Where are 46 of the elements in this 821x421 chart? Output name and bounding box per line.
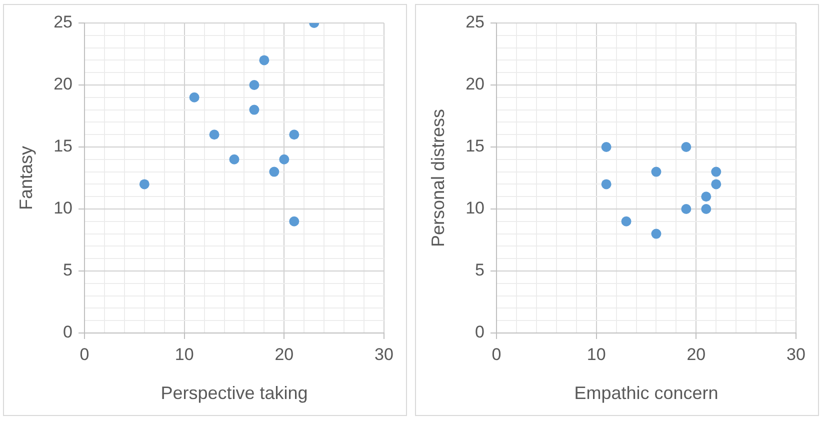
point (711, 166, 722, 177)
point (601, 142, 612, 152)
point (289, 130, 300, 140)
y-tick-label: 10 (466, 198, 485, 218)
point (249, 80, 260, 90)
y-tick-label: 10 (54, 198, 73, 218)
y-tick-label: 5 (63, 260, 73, 280)
x-tick-label: 30 (374, 344, 394, 364)
y-axis-title: Fantasy (16, 146, 36, 210)
y-tick-label: 0 (63, 322, 73, 342)
point (681, 204, 692, 214)
y-axis-title: Personal distress (428, 108, 448, 248)
x-axis-title: Empathic concern (574, 383, 718, 404)
point (209, 130, 220, 140)
point (249, 104, 260, 115)
y-tick-label: 15 (466, 136, 485, 156)
point (651, 228, 662, 239)
y-tick-label: 25 (54, 12, 73, 32)
y-tick-label: 25 (466, 12, 485, 32)
point (621, 216, 632, 226)
point (259, 55, 270, 66)
x-tick-label: 10 (586, 344, 606, 364)
x-tick-label: 30 (786, 344, 806, 364)
point (139, 179, 150, 190)
y-tick-label: 20 (54, 74, 73, 94)
x-tick-label: 0 (80, 344, 90, 364)
point (701, 204, 712, 214)
y-tick-label: 15 (54, 136, 73, 156)
x-tick-label: 10 (174, 344, 194, 364)
point (189, 92, 200, 102)
point (681, 142, 692, 152)
point (269, 166, 280, 177)
point (651, 166, 662, 177)
point (601, 179, 612, 190)
y-tick-label: 20 (466, 74, 485, 94)
x-tick-label: 20 (686, 344, 706, 364)
x-tick-label: 0 (492, 344, 502, 364)
point (711, 179, 722, 190)
point (229, 154, 240, 164)
point (701, 192, 712, 202)
y-tick-label: 5 (475, 260, 485, 280)
point (289, 216, 300, 226)
y-tick-label: 0 (475, 322, 485, 342)
x-tick-label: 20 (274, 344, 294, 364)
point (279, 154, 290, 164)
x-axis-title: Perspective taking (160, 383, 308, 404)
